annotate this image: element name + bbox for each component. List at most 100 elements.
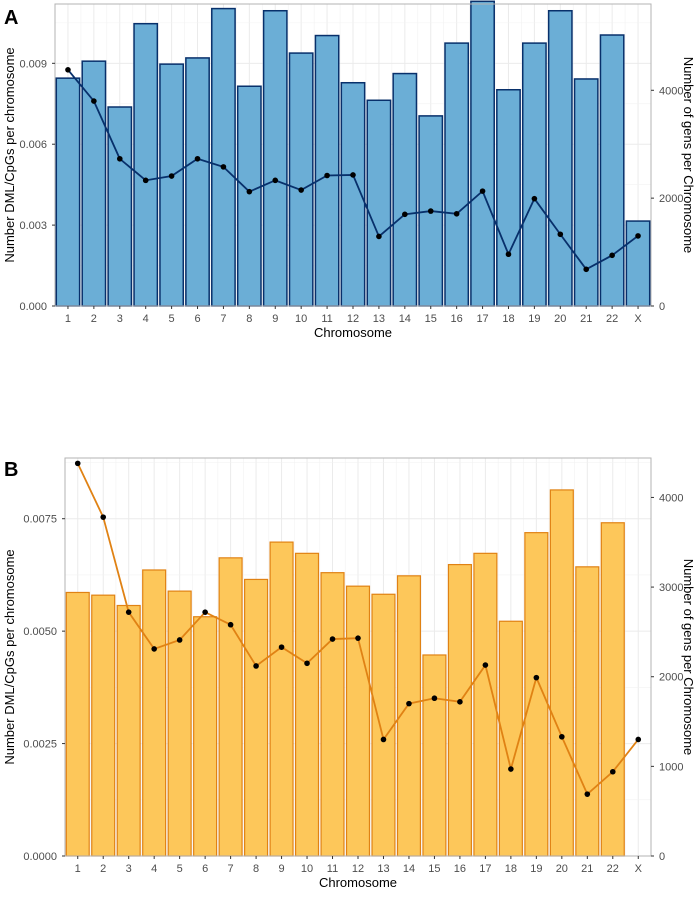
panel-a-gene-point-chr-9 [272, 177, 279, 184]
panel-b-gene-point-chr-3 [125, 609, 132, 615]
panel-a-bar-chr-18 [496, 88, 521, 307]
panel-b-right-tick-label: 1000 [659, 761, 683, 773]
panel-b-bar-chr-2 [91, 594, 116, 857]
panel-a-gene-point-chr-22 [609, 252, 615, 259]
panel-a-bar-chr-2 [81, 60, 107, 307]
panel-a-x-tick-label: 18 [502, 313, 514, 325]
panel-a-left-tick-label: 0.000 [19, 301, 47, 313]
panel-a-x-tick-label: 4 [143, 313, 149, 325]
panel-a-bar-chr-5 [159, 63, 185, 307]
panel-a-gene-point-chr-8 [246, 188, 253, 195]
panel-b-bar-chr-21 [575, 566, 600, 857]
panel-b-gene-point-chr-18 [508, 766, 514, 772]
panel-a-bar-chr-22 [599, 34, 625, 307]
panel-b-bar-chr-6 [193, 616, 218, 857]
panel-b-x-tick-label: 19 [530, 863, 542, 875]
panel-b-bar-chr-17 [473, 552, 498, 857]
panel-a-x-tick-label: 11 [321, 313, 332, 325]
panel-b-x-tick-label: 6 [202, 863, 208, 875]
panel-b-x-tick-label: 22 [607, 863, 619, 875]
panel-a-bar-chr-10 [288, 52, 314, 307]
panel-a-x-tick-label: 15 [425, 313, 437, 325]
panel-a-gene-point-chr-11 [324, 172, 330, 179]
panel-b-bar-chr-1 [65, 591, 90, 857]
panel-b-x-tick-label: 12 [352, 863, 364, 875]
panel-a-gene-point-chr-17 [479, 188, 486, 194]
panel-b-right-tick-label: 0 [659, 851, 665, 863]
panel-b-left-tick-label: 0.0025 [23, 739, 57, 751]
panel-b-gene-point-chr-20 [559, 733, 565, 740]
panel-a-x-tick-label: 22 [606, 313, 618, 325]
panel-a-bar-chr-11 [314, 34, 340, 307]
panel-a-right-tick-label: 4000 [659, 85, 683, 97]
panel-b-bars [65, 489, 625, 857]
panel-a-x-tick-label: X [634, 313, 642, 325]
panel-b-gene-point-chr-14 [406, 700, 412, 707]
panel-b-gene-point-chr-17 [482, 662, 489, 668]
panel-b-x-tick-label: 11 [327, 863, 338, 875]
panel-a-x-tick-label: 19 [528, 313, 540, 325]
panel-b-x-tick-label: 3 [126, 863, 132, 875]
panel-b-bar-chr-3 [116, 604, 141, 857]
panel-b-gene-point-chr-6 [202, 609, 208, 615]
panel-a-gene-point-chr-15 [427, 208, 434, 214]
panel-a-bar-chr-9 [262, 9, 288, 307]
panel-b-x-tick-label: 18 [505, 863, 517, 875]
panel-b-x-tick-label: 15 [428, 863, 440, 875]
panel-a-gene-point-chr-x [635, 233, 641, 239]
panel-a-y-left-axis-title: Number DML/CpGs per chromosome [2, 47, 17, 262]
panel-a-gene-point-chr-19 [531, 195, 538, 202]
panel-b-right-tick-label: 4000 [659, 492, 683, 504]
panel-a-x-tick-label: 13 [373, 313, 385, 325]
panel-b-x-tick-label: 21 [581, 863, 593, 875]
panel-a-bar-chr-7 [211, 7, 236, 307]
panel-a-x-tick-label: 8 [246, 313, 252, 325]
panel-a-x-tick-label: 7 [220, 313, 226, 325]
panel-a-gene-point-chr-5 [168, 173, 175, 179]
panel-a-gene-point-chr-16 [453, 210, 460, 217]
panel-b-right-tick-label: 2000 [659, 672, 683, 684]
panel-b-gene-point-chr-x [635, 736, 642, 743]
panel-b-bar-chr-12 [345, 585, 371, 857]
panel-b-gene-point-chr-9 [278, 644, 285, 650]
panel-b-bar-chr-11 [320, 572, 345, 857]
panel-b-x-tick-label: 5 [177, 863, 183, 875]
panel-a-gene-point-chr-6 [194, 155, 201, 162]
panel-b-gene-point-chr-8 [253, 663, 259, 669]
panel-a-left-tick-label: 0.003 [19, 220, 47, 232]
panel-b-gene-point-chr-15 [431, 695, 438, 702]
panel-b-x-tick-label: 14 [403, 863, 415, 875]
panel-b-bar-chr-7 [218, 557, 243, 857]
panel-a-x-tick-label: 12 [347, 313, 359, 325]
panel-a-x-tick-label: 16 [451, 313, 463, 325]
panel-a-gene-point-chr-12 [350, 172, 356, 178]
panel-b-gene-points [74, 460, 642, 797]
panel-b-x-tick-label: 10 [301, 863, 313, 875]
panel-b-x-tick-label: X [635, 863, 643, 875]
panel-a-x-tick-label: 2 [91, 313, 97, 325]
panel-a-x-tick-label: 20 [554, 313, 566, 325]
panel-a-bar-chr-8 [236, 85, 262, 307]
panel-b-right-tick-label: 3000 [659, 582, 683, 594]
panel-a-gene-point-chr-3 [116, 155, 123, 162]
panel-b-gene-point-chr-7 [227, 621, 234, 628]
panel-b-gene-point-chr-10 [304, 660, 310, 667]
panel-a-x-tick-label: 1 [65, 313, 71, 325]
panel-b-bar-chr-8 [244, 578, 269, 857]
panel-a-x-tick-label: 3 [117, 313, 123, 325]
panel-b-bar-chr-22 [600, 522, 625, 857]
panel-b-label: B [4, 459, 18, 481]
panel-b-x-tick-label: 1 [75, 863, 81, 875]
panel-a-x-tick-label: 21 [580, 313, 592, 325]
panel-b-gene-point-chr-12 [355, 635, 361, 641]
panel-a-bars [55, 0, 651, 307]
panel-b-x-tick-label: 13 [377, 863, 389, 875]
panel-b-gene-point-chr-19 [533, 674, 540, 681]
panel-b-gene-point-chr-5 [176, 637, 183, 643]
panel-a-gene-point-chr-2 [91, 98, 97, 104]
panel-a-gene-point-chr-20 [557, 231, 564, 238]
panel-b-gene-point-chr-11 [329, 636, 336, 642]
panel-a-left-tick-label: 0.009 [19, 58, 47, 70]
panel-b-gene-point-chr-2 [100, 514, 107, 520]
